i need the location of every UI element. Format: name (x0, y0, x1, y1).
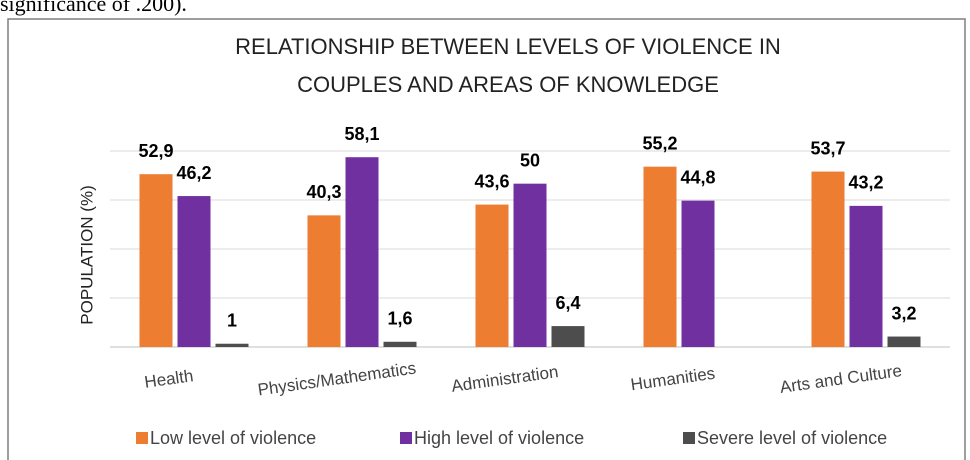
bar (551, 326, 585, 347)
legend-label: High level of violence (414, 428, 584, 448)
bar (849, 205, 883, 347)
x-tick-label: Humanities (629, 364, 716, 395)
legend-swatch (400, 432, 412, 444)
chart-frame (7, 18, 966, 460)
data-label: 44,8 (680, 167, 715, 187)
chart-title: COUPLES AND AREAS OF KNOWLEDGE (297, 72, 719, 97)
x-tick-label: Health (143, 366, 194, 392)
data-label: 50 (520, 150, 540, 170)
caption: significance of .200). (0, 0, 187, 16)
x-tick-label: Arts and Culture (779, 361, 903, 397)
data-label: 1 (227, 310, 237, 330)
chart-title: RELATIONSHIP BETWEEN LEVELS OF VIOLENCE … (235, 34, 781, 59)
bar (177, 196, 211, 347)
data-label: 6,4 (555, 293, 580, 313)
bar (307, 215, 341, 347)
x-tick-label: Physics/Mathematics (256, 358, 417, 399)
bar (643, 166, 677, 347)
bar (215, 343, 249, 347)
data-label: 58,1 (344, 124, 379, 144)
data-label: 53,7 (810, 138, 845, 158)
legend-label: Severe level of violence (697, 428, 887, 448)
bar (475, 204, 509, 347)
data-label: 55,2 (642, 133, 677, 153)
data-label: 46,2 (176, 163, 211, 183)
bar (887, 336, 921, 347)
x-tick-label: Administration (450, 362, 559, 396)
bar (681, 200, 715, 347)
legend-label: Low level of violence (150, 428, 316, 448)
data-label: 43,2 (848, 173, 883, 193)
data-label: 43,6 (474, 171, 509, 191)
bar (811, 171, 845, 347)
y-axis-label: POPULATION (%) (77, 185, 96, 324)
data-label: 1,6 (387, 309, 412, 329)
data-label: 3,2 (891, 303, 916, 323)
data-label: 52,9 (138, 141, 173, 161)
bar (139, 174, 173, 347)
bar (383, 341, 417, 347)
bar (345, 157, 379, 347)
bar (513, 183, 547, 347)
legend-swatch (683, 432, 695, 444)
data-label: 40,3 (306, 182, 341, 202)
legend-swatch (136, 432, 148, 444)
